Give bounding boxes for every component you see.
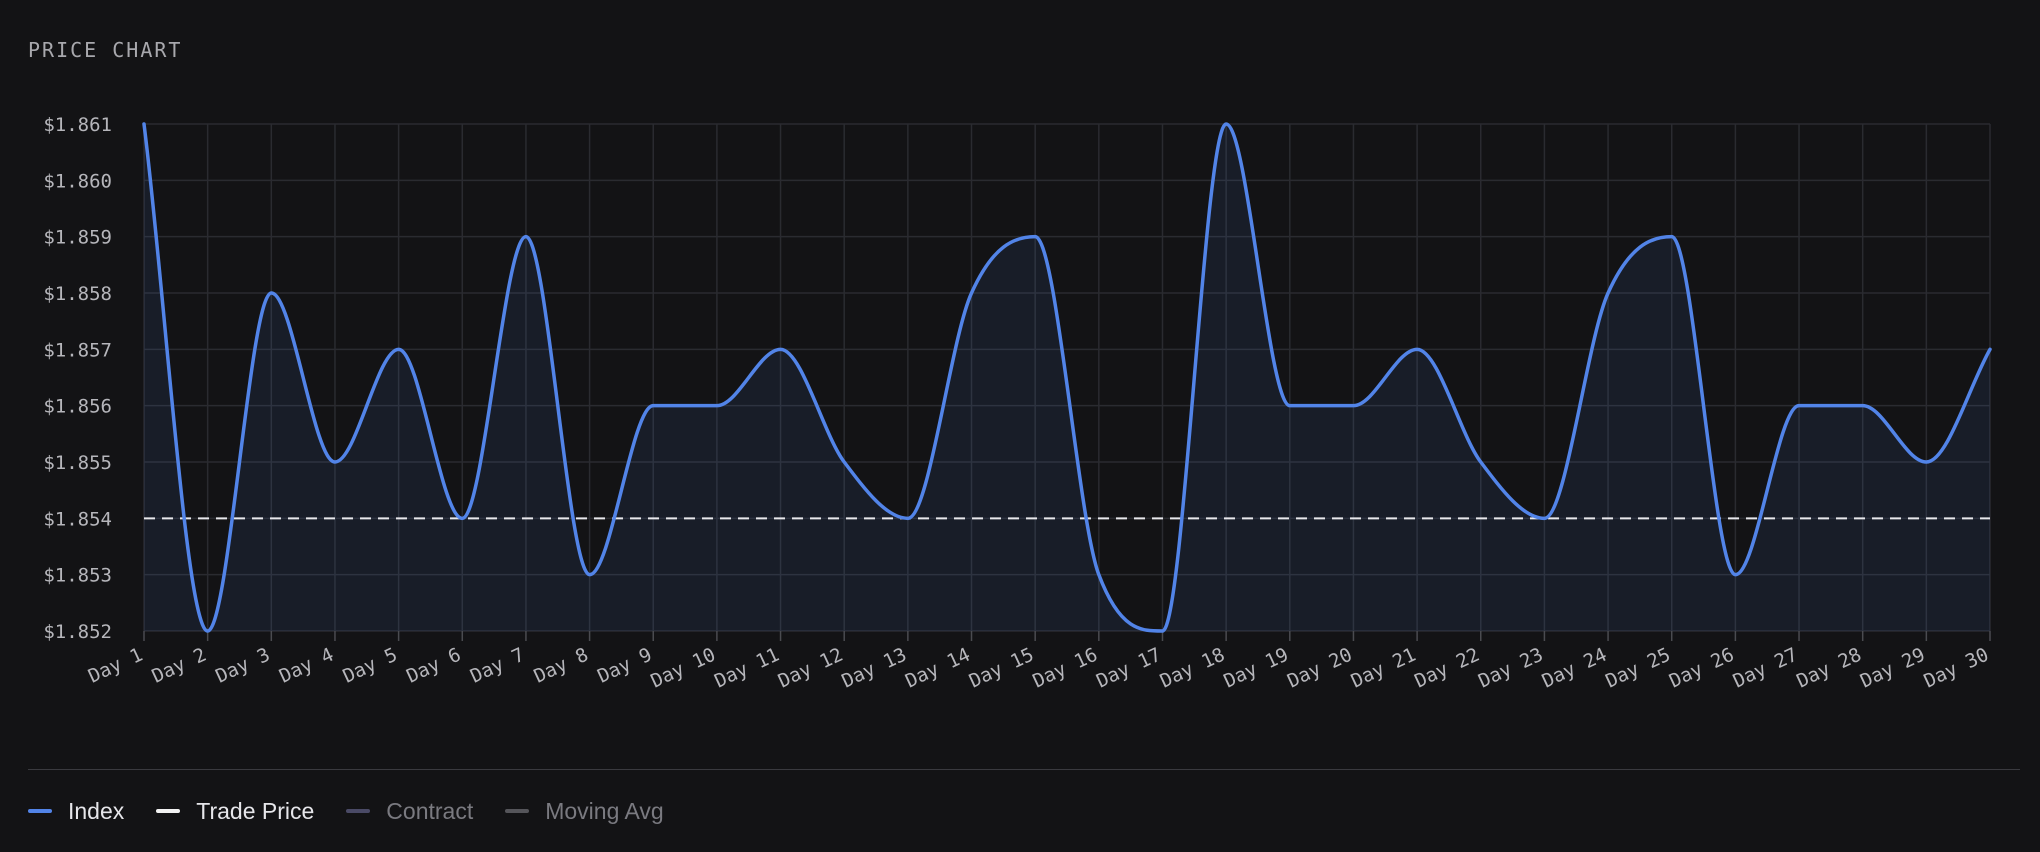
index-data-point (205, 628, 211, 634)
x-tick-label: Day 18 (1157, 644, 1229, 693)
x-tick-label: Day 6 (403, 644, 464, 688)
index-data-point (332, 459, 338, 465)
legend-item-moving-avg[interactable]: Moving Avg (505, 797, 664, 825)
x-tick-label: Day 23 (1475, 644, 1547, 693)
index-data-point (141, 121, 147, 127)
index-data-point (1223, 121, 1229, 127)
index-data-point (1287, 403, 1293, 409)
index-data-point (1350, 403, 1356, 409)
trade-price-swatch-icon (156, 809, 181, 813)
x-tick-label: Day 8 (531, 644, 592, 688)
x-tick-label: Day 28 (1793, 644, 1865, 693)
legend-divider (28, 769, 2020, 770)
y-tick-label: $1.857 (43, 339, 112, 361)
index-data-point (1414, 346, 1420, 352)
x-tick-label: Day 30 (1921, 644, 1993, 693)
y-tick-label: $1.852 (43, 621, 112, 643)
index-series-line (142, 122, 1992, 633)
x-tick-label: Day 12 (775, 644, 847, 693)
index-data-point (1541, 515, 1547, 521)
x-tick-label: Day 19 (1220, 644, 1292, 693)
index-data-point (841, 459, 847, 465)
x-tick-label: Day 22 (1411, 644, 1483, 693)
index-data-point (1860, 403, 1866, 409)
index-data-point (1605, 290, 1611, 296)
x-tick-label: Day 15 (966, 644, 1038, 693)
y-tick-label: $1.861 (43, 114, 112, 136)
x-tick-label: Day 25 (1602, 644, 1674, 693)
x-axis: Day 1 Day 2 Day 3 Day 4 Day 5 Day 6 Day 7 Day 8… (85, 631, 1992, 693)
x-tick-label: Day 17 (1093, 644, 1165, 693)
index-data-point (1096, 572, 1102, 578)
x-tick-label: Day 7 (467, 644, 528, 688)
legend-label: Contract (386, 797, 474, 824)
x-tick-label: Day 24 (1539, 644, 1611, 693)
y-tick-label: $1.853 (43, 565, 112, 587)
legend-label: Index (68, 797, 125, 824)
legend-item-contract[interactable]: Contract (346, 798, 473, 825)
x-tick-label: Day 20 (1284, 644, 1356, 693)
legend-item-index[interactable]: Index (28, 798, 124, 825)
x-tick-label: Day 29 (1857, 644, 1929, 693)
y-tick-label: $1.856 (43, 396, 112, 418)
x-tick-label: Day 21 (1348, 644, 1420, 693)
x-tick-label: Day 16 (1029, 644, 1101, 693)
legend: Index Trade Price Contract Moving Avg (28, 794, 696, 828)
x-tick-label: Day 5 (340, 644, 401, 688)
x-tick-label: Day 10 (648, 644, 720, 693)
x-tick-label: Day 13 (838, 644, 910, 693)
index-data-point (905, 515, 911, 521)
y-axis: $1.861 $1.860 $1.859 $1.858 $1.857 $1.856 $1.8… (43, 114, 112, 643)
index-data-point (1032, 234, 1038, 240)
index-data-point (1987, 346, 1993, 352)
legend-item-trade-price[interactable]: Trade Price (156, 798, 314, 825)
x-tick-label: Day 11 (711, 644, 783, 693)
x-tick-label: Day 1 (85, 644, 146, 688)
legend-label: Moving Avg (545, 797, 664, 824)
index-data-point (1669, 234, 1675, 240)
index-data-point (396, 346, 402, 352)
index-data-point (523, 234, 529, 240)
index-data-point (969, 290, 975, 296)
index-data-point (714, 403, 720, 409)
y-tick-label: $1.859 (43, 227, 112, 249)
y-tick-label: $1.858 (43, 283, 112, 305)
price-chart: $1.861 $1.860 $1.859 $1.858 $1.857 $1.856 $1.8… (43, 114, 1993, 693)
index-data-point (587, 572, 593, 578)
index-data-point (1923, 459, 1929, 465)
x-tick-label: Day 9 (594, 644, 655, 688)
index-data-point (268, 290, 274, 296)
index-data-point (1732, 572, 1738, 578)
x-tick-label: Day 27 (1730, 644, 1802, 693)
x-tick-label: Day 2 (149, 644, 210, 688)
index-data-point (650, 403, 656, 409)
index-data-point (778, 346, 784, 352)
index-data-point (1159, 628, 1165, 634)
index-data-point (1478, 459, 1484, 465)
x-tick-label: Day 3 (212, 644, 273, 688)
index-data-point (459, 515, 465, 521)
x-tick-label: Day 4 (276, 644, 337, 688)
index-area-fill (144, 124, 1990, 631)
index-data-point (1796, 403, 1802, 409)
index-swatch-icon (28, 809, 52, 813)
legend-label: Trade Price (196, 797, 315, 824)
chart-title: PRICE CHART (28, 38, 183, 62)
y-tick-label: $1.855 (43, 452, 112, 474)
contract-swatch-icon (346, 809, 371, 813)
x-tick-label: Day 26 (1666, 644, 1738, 693)
y-tick-label: $1.860 (43, 170, 112, 192)
x-tick-label: Day 14 (902, 644, 974, 693)
moving-avg-swatch-icon (505, 809, 530, 813)
y-tick-label: $1.854 (43, 508, 112, 530)
